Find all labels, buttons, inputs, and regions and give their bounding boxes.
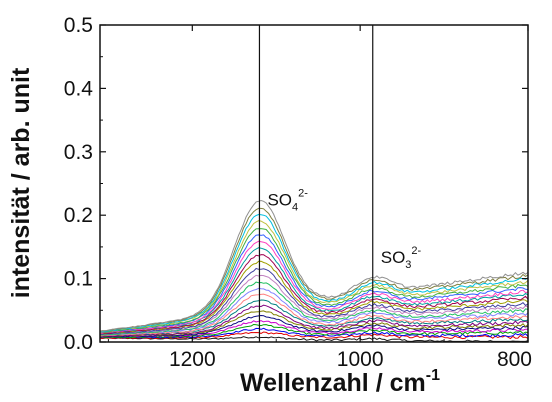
y-tick-label: 0.4 xyxy=(64,77,94,100)
spectrum-series-10 xyxy=(99,293,529,337)
spectrum-series-18 xyxy=(100,240,529,334)
x-tick-label: 1200 xyxy=(169,348,216,371)
series-layer xyxy=(99,199,529,342)
spectrum-series-8 xyxy=(99,304,529,337)
annotation-subscript: 3 xyxy=(405,259,411,271)
spectrum-series-11 xyxy=(99,287,529,336)
spectrum-series-23 xyxy=(99,207,529,332)
spectrum-series-2 xyxy=(99,331,529,340)
annotation-base: SO xyxy=(381,248,406,267)
x-tick-label: 1000 xyxy=(337,348,384,371)
spectrum-series-16 xyxy=(99,254,529,334)
spectrum-series-12 xyxy=(99,281,529,336)
y-tick-label: 0.0 xyxy=(64,331,93,354)
spectrum-series-5 xyxy=(99,320,529,338)
y-axis-title: intensität / arb. unit xyxy=(7,67,35,298)
spectrum-series-19 xyxy=(99,234,529,333)
annotation-base: SO xyxy=(267,191,292,210)
spectrum-series-24 xyxy=(99,199,529,332)
spectrum-series-17 xyxy=(99,247,529,334)
spectrum-series-4 xyxy=(99,323,529,339)
annotation-2: SO32- xyxy=(381,245,422,271)
annotation-superscript: 2- xyxy=(298,188,308,200)
annotation-1: SO42- xyxy=(267,188,308,214)
x-axis-title-text: Wellenzahl / cm xyxy=(240,369,426,397)
spectrum-series-20 xyxy=(99,228,529,333)
y-tick-label: 0.1 xyxy=(64,268,93,291)
spectrum-series-14 xyxy=(99,267,529,335)
annotation-superscript: 2- xyxy=(411,245,421,257)
annotation-layer: SO42-SO32- xyxy=(267,188,421,271)
tick-layer: 0.0 0.1 0.2 0.3 0.4 0.5 1200 1000 800 xyxy=(64,14,532,371)
x-axis-title-superscript: -1 xyxy=(426,367,440,384)
vertical-marker-layer xyxy=(258,25,374,342)
annotation-subscript: 4 xyxy=(292,202,298,214)
x-axis-title: Wellenzahl / cm-1 xyxy=(240,367,440,397)
x-tick-label: 800 xyxy=(497,348,532,371)
y-tick-label: 0.5 xyxy=(64,14,93,37)
y-tick-label: 0.2 xyxy=(64,204,93,227)
spectrum-series-13 xyxy=(99,274,529,335)
spectrum-series-21 xyxy=(99,220,529,333)
spectrum-series-22 xyxy=(99,213,529,333)
y-tick-label: 0.3 xyxy=(64,141,93,164)
